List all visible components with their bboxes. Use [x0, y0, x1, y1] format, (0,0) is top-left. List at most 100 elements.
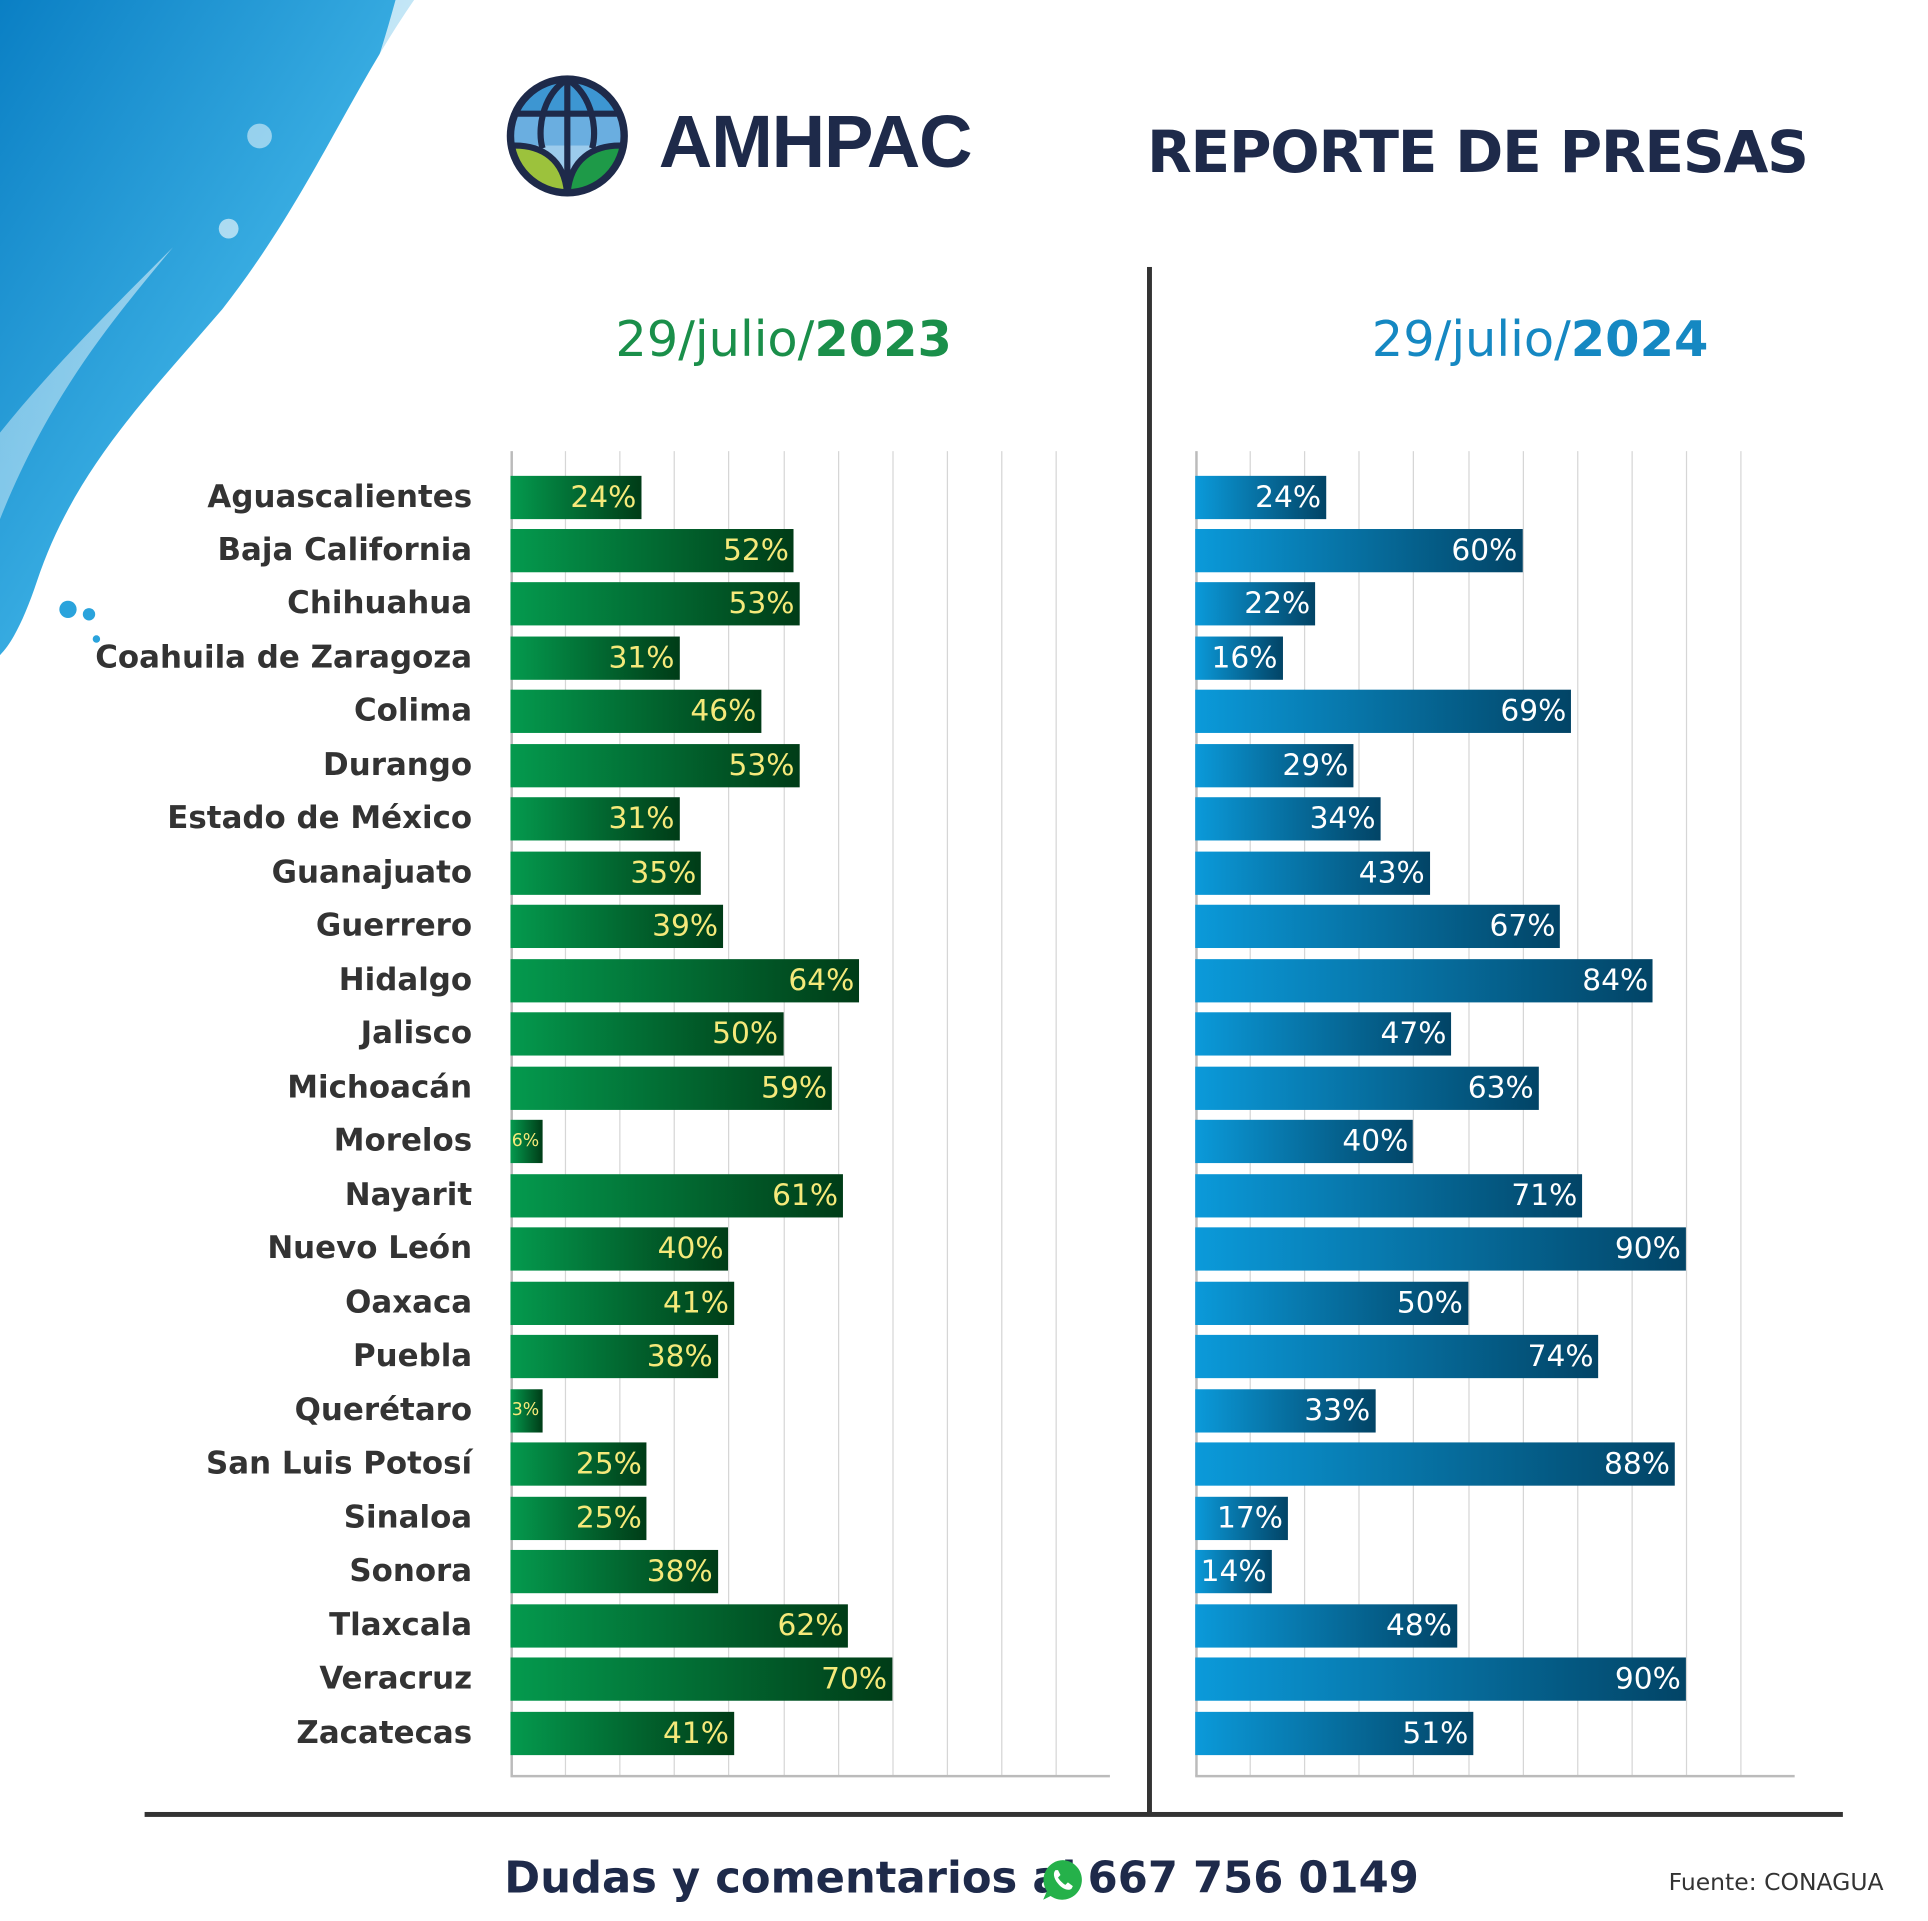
bar: [510, 1496, 647, 1540]
bar: [510, 1012, 784, 1056]
bar-value-label: 50%: [1396, 1285, 1463, 1320]
gridline: [1522, 451, 1524, 1777]
category-label: Aguascalientes: [207, 477, 473, 514]
category-label: Tlaxcala: [329, 1606, 473, 1643]
page-title: REPORTE DE PRESAS: [1147, 118, 1809, 187]
bar: [1195, 743, 1354, 788]
bar-value-label: 33%: [1304, 1392, 1371, 1428]
footer-divider: [144, 1811, 1843, 1817]
gridline: [1467, 451, 1469, 1777]
bar-value-label: 35%: [630, 855, 697, 890]
gridline: [728, 451, 730, 1777]
bar-value-label: 51%: [1402, 1714, 1469, 1750]
category-label: Michoacán: [287, 1068, 473, 1105]
gridline: [783, 451, 785, 1777]
bar-value-label: 60%: [1451, 532, 1518, 568]
water-splash-decoration: [0, 0, 415, 656]
category-label: Estado de México: [167, 800, 473, 836]
gridline: [1358, 451, 1360, 1777]
date-prefix: 29/julio/: [1371, 311, 1571, 369]
bar: [1195, 797, 1381, 841]
bar: [1195, 958, 1654, 1003]
category-label: San Luis Potosí: [205, 1445, 473, 1481]
amhpac-globe-logo: [506, 75, 628, 197]
category-label: Guanajuato: [271, 853, 473, 890]
bar: [1195, 528, 1523, 573]
bar: [510, 1120, 544, 1164]
bar: [1195, 1550, 1272, 1594]
gridline: [946, 451, 948, 1777]
bar: [1195, 1657, 1686, 1701]
bar-value-label: 34%: [1309, 801, 1376, 836]
bar-value-label: 40%: [1342, 1123, 1409, 1159]
gridline: [1685, 451, 1688, 1777]
bar: [1195, 851, 1430, 895]
bar-value-label: 53%: [728, 747, 795, 783]
category-label: Sonora: [349, 1552, 473, 1589]
category-label: Oaxaca: [345, 1283, 473, 1320]
category-label: Nayarit: [344, 1176, 473, 1213]
gridline: [1576, 451, 1578, 1777]
bar-value-label: 64%: [788, 962, 855, 998]
bar: [1195, 1012, 1452, 1056]
gridline: [1740, 451, 1742, 1777]
category-label: Morelos: [333, 1122, 473, 1159]
gridline: [1413, 451, 1415, 1777]
gridline: [1304, 451, 1306, 1777]
bar: [1195, 1227, 1686, 1271]
brand-name: AMHPAC: [658, 100, 973, 183]
bar-value-label: 24%: [570, 478, 637, 514]
bar-value-label: 50%: [712, 1016, 779, 1051]
bar: [510, 1281, 734, 1325]
bar: [510, 1711, 734, 1755]
contact-phone[interactable]: 667 756 0149: [1087, 1853, 1419, 1904]
bar: [510, 1173, 843, 1218]
whatsapp-icon: [1043, 1860, 1082, 1900]
bar-value-label: 70%: [821, 1661, 888, 1696]
bar: [510, 1227, 729, 1271]
category-label: Veracruz: [319, 1660, 473, 1696]
bar: [1195, 1173, 1583, 1218]
bar: [1195, 475, 1327, 519]
category-label: Durango: [323, 746, 473, 783]
bar: [510, 797, 680, 841]
bar: [510, 1603, 849, 1648]
bar-value-label: 3%: [511, 1399, 540, 1420]
category-label: Colima: [353, 692, 473, 729]
bar-value-label: 29%: [1282, 747, 1349, 783]
bar-value-label: 47%: [1380, 1016, 1447, 1051]
bar-value-label: 38%: [646, 1338, 713, 1374]
category-label: Querétaro: [294, 1391, 473, 1428]
bar-value-label: 43%: [1358, 855, 1425, 890]
category-label: Nuevo León: [267, 1230, 473, 1266]
bar: [1195, 1281, 1468, 1325]
bar: [1195, 1388, 1376, 1433]
category-label: Coahuila de Zaragoza: [95, 638, 473, 675]
category-label: Hidalgo: [338, 961, 473, 998]
gridline: [1195, 451, 1198, 1777]
bar: [510, 1550, 718, 1594]
category-label: Jalisco: [360, 1015, 473, 1051]
gridline: [510, 451, 513, 1777]
bar-value-label: 62%: [777, 1607, 844, 1643]
gridline: [892, 451, 894, 1777]
chart-title-2024: 29/julio/2024: [1372, 311, 1709, 368]
bar-value-label: 41%: [663, 1285, 729, 1320]
bar-value-label: 25%: [575, 1500, 642, 1535]
bar: [510, 743, 800, 788]
category-label: Puebla: [352, 1337, 473, 1374]
category-label: Zacatecas: [296, 1713, 473, 1750]
bar-value-label: 24%: [1255, 478, 1322, 514]
gridline: [1249, 451, 1251, 1777]
bar: [1195, 636, 1283, 680]
bar-value-label: 46%: [690, 693, 757, 729]
bar-value-label: 48%: [1385, 1607, 1452, 1643]
bar: [510, 1442, 647, 1486]
bar-value-label: 31%: [608, 640, 675, 675]
bar-value-label: 88%: [1603, 1446, 1670, 1481]
x-axis-line: [510, 1774, 1111, 1778]
bar-value-label: 90%: [1614, 1231, 1681, 1266]
bar: [510, 958, 860, 1003]
bar: [1195, 1496, 1288, 1540]
bar-value-label: 6%: [511, 1131, 540, 1152]
